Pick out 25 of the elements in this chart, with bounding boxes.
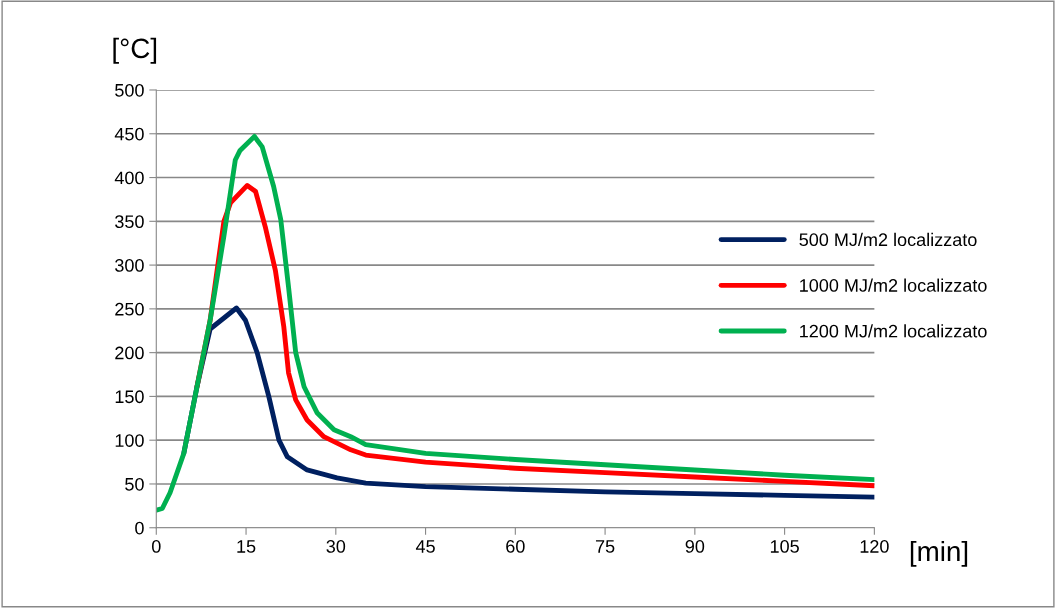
y-tick-label: 0 xyxy=(135,521,144,535)
x-tick-label: 15 xyxy=(237,540,256,553)
x-tick-label: 90 xyxy=(685,540,705,553)
legend-label: 1000 MJ/m2 localizzato xyxy=(800,278,987,292)
x-tick-label: 30 xyxy=(326,540,346,553)
x-tick-label: 105 xyxy=(770,540,799,553)
y-tick-label: 150 xyxy=(115,390,144,404)
y-axis-title: [°C] xyxy=(113,37,157,64)
x-tick-label: 60 xyxy=(506,540,525,553)
y-tick-label: 500 xyxy=(115,83,144,97)
x-tick-label: 0 xyxy=(151,540,161,553)
y-tick-label: 200 xyxy=(115,346,144,360)
x-tick-label: 120 xyxy=(860,540,889,553)
y-tick-label: 50 xyxy=(125,477,144,491)
legend-label: 500 MJ/m2 localizzato xyxy=(799,232,977,247)
y-tick-label: 400 xyxy=(114,171,144,185)
x-tick-label: 75 xyxy=(595,540,615,553)
y-tick-label: 350 xyxy=(115,215,144,229)
legend-label: 1200 MJ/m2 localizzato xyxy=(800,324,987,338)
y-tick-label: 100 xyxy=(115,434,144,447)
y-tick-label: 300 xyxy=(115,259,144,272)
y-tick-label: 450 xyxy=(114,127,144,141)
y-tick-label: 250 xyxy=(115,302,144,316)
x-tick-label: 45 xyxy=(415,540,435,553)
x-axis-title: [min] xyxy=(910,540,968,567)
